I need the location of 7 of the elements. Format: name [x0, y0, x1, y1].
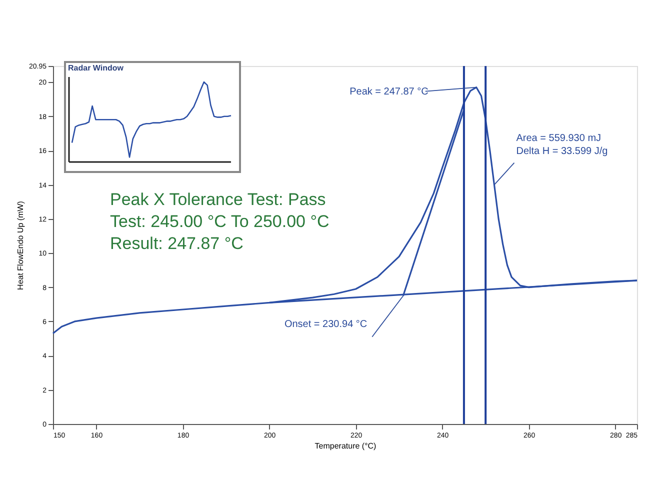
- x-axis-title: Temperature (°C): [314, 442, 377, 450]
- y-axis-title: Heat FlowEndo Up (mW): [16, 200, 25, 290]
- annotation: Peak X Tolerance Test: Pass Test: 245.00 °C To 250.00 °C Result: 247.87 °C: [110, 190, 330, 254]
- annotation: Area = 559.930 mJ Delta H = 33.599 J/g: [516, 132, 608, 157]
- chart-title: Radar Window: [68, 64, 124, 72]
- annotation: Onset = 230.94 °C: [284, 318, 368, 330]
- annotation: Peak = 247.87 °C: [350, 86, 428, 98]
